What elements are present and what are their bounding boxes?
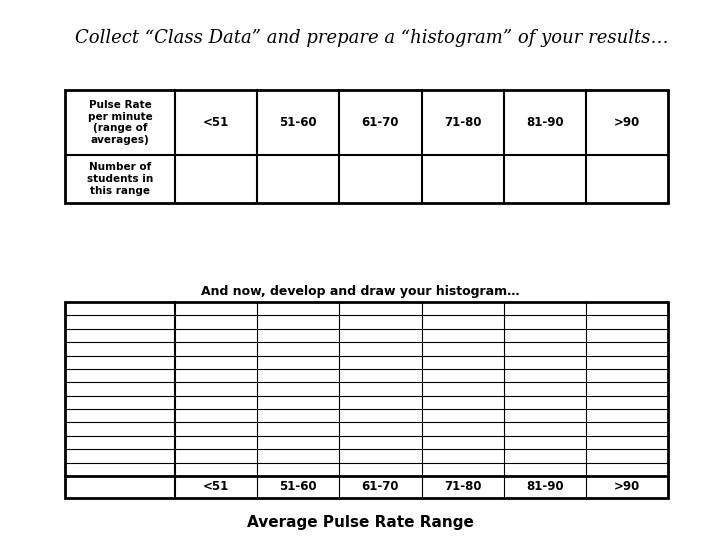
Text: 51-60: 51-60: [279, 481, 317, 494]
Text: 71-80: 71-80: [444, 116, 482, 129]
Text: 51-60: 51-60: [279, 116, 317, 129]
Text: And now, develop and draw your histogram…: And now, develop and draw your histogram…: [201, 286, 519, 299]
Bar: [65, 90, 668, 203]
Text: Collect “Class Data” and prepare a “histogram” of your results…: Collect “Class Data” and prepare a “hist…: [75, 29, 668, 47]
Text: >90: >90: [613, 116, 640, 129]
Text: Average Pulse Rate Range: Average Pulse Rate Range: [246, 515, 474, 530]
Text: 81-90: 81-90: [526, 116, 564, 129]
Text: 61-70: 61-70: [361, 481, 399, 494]
Text: Pulse Rate
per minute
(range of
averages): Pulse Rate per minute (range of averages…: [88, 100, 153, 145]
Text: 81-90: 81-90: [526, 481, 564, 494]
Text: >90: >90: [613, 481, 640, 494]
Text: <51: <51: [203, 481, 229, 494]
Text: 61-70: 61-70: [361, 116, 399, 129]
Bar: [65, 302, 668, 498]
Text: <51: <51: [203, 116, 229, 129]
Text: 71-80: 71-80: [444, 481, 482, 494]
Text: Number of
students in
this range: Number of students in this range: [87, 163, 153, 195]
